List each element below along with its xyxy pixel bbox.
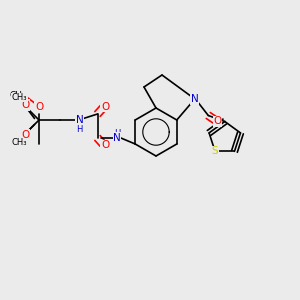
Text: S: S: [212, 146, 218, 156]
Text: O: O: [213, 116, 221, 127]
Text: H: H: [114, 129, 120, 138]
Text: O: O: [21, 130, 30, 140]
Text: N: N: [76, 115, 83, 125]
Text: O: O: [101, 101, 109, 112]
Text: H: H: [76, 124, 83, 134]
Text: CH₃: CH₃: [12, 138, 27, 147]
Text: CH₃: CH₃: [10, 92, 26, 100]
Text: N: N: [191, 94, 199, 104]
Text: N: N: [113, 133, 121, 143]
Text: CH₃: CH₃: [12, 93, 27, 102]
Text: O: O: [101, 140, 109, 151]
Text: O: O: [21, 100, 30, 110]
Text: O: O: [35, 101, 43, 112]
